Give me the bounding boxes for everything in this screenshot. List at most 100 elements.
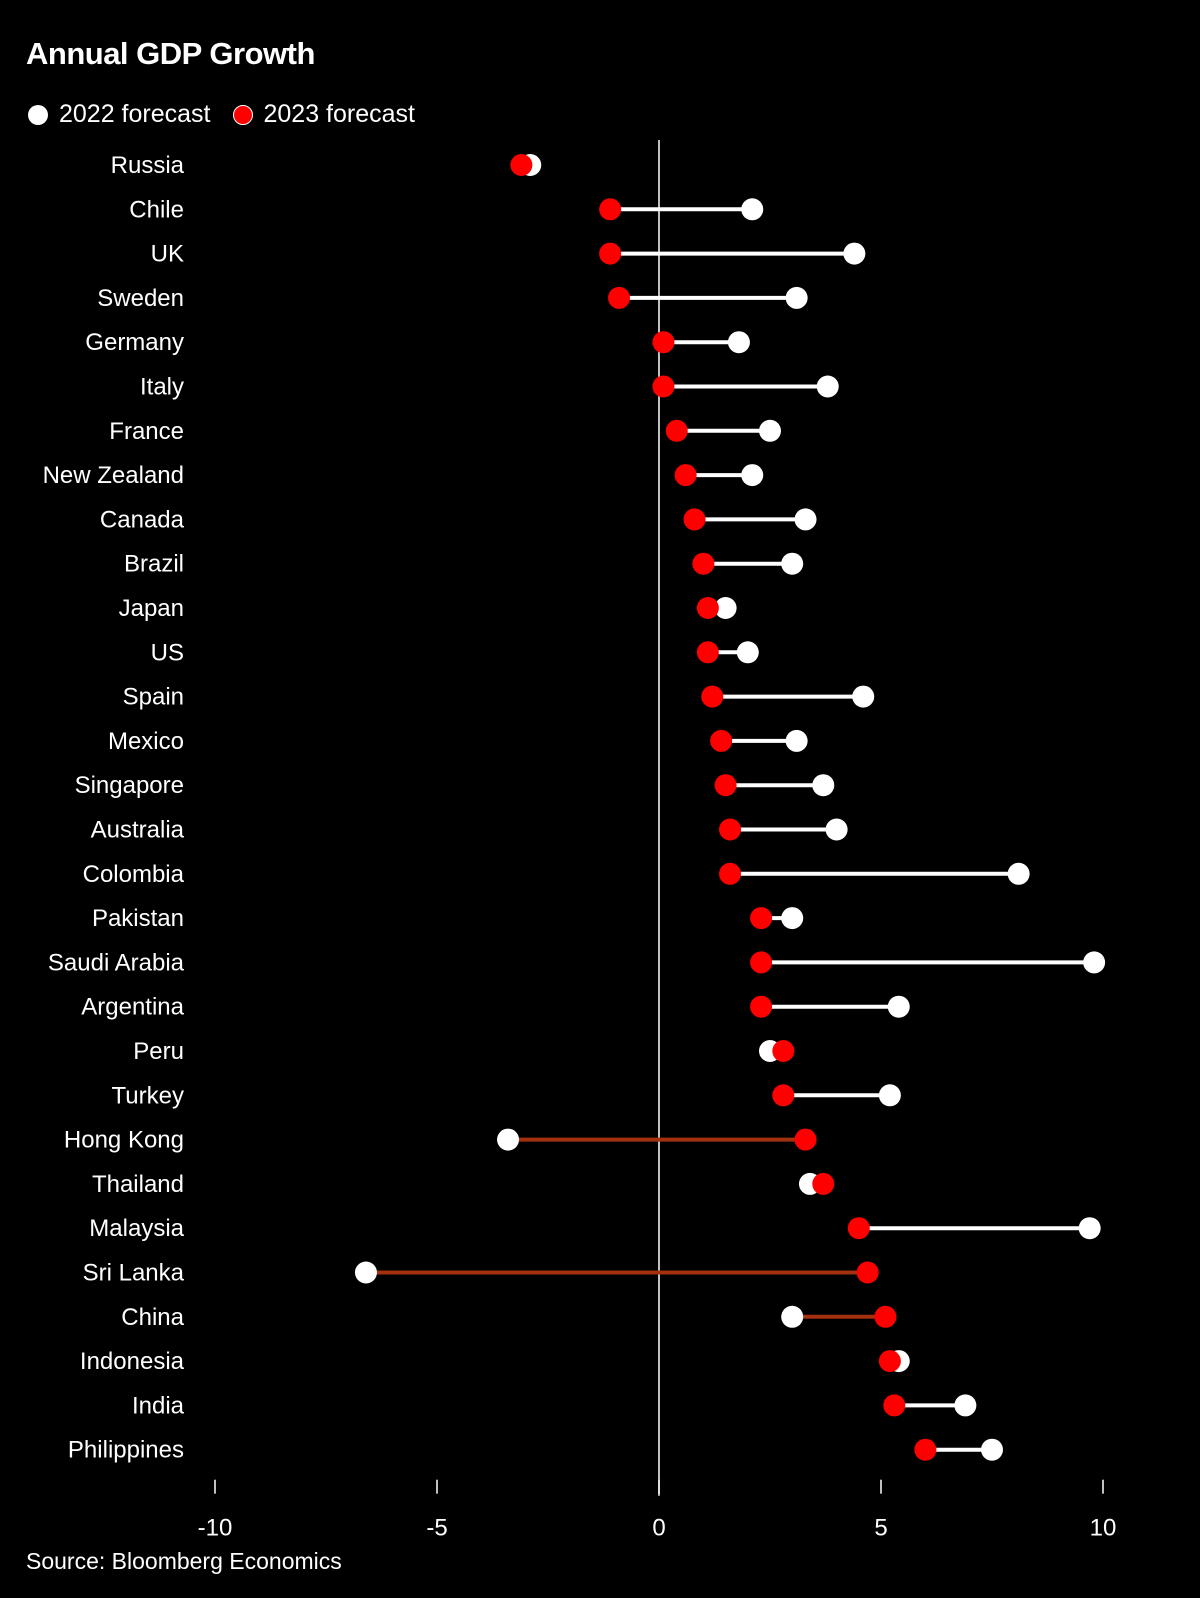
chart-row: Sweden: [97, 285, 808, 312]
chart-row: UK: [151, 241, 866, 268]
chart-row: Pakistan: [92, 905, 804, 932]
point-2023: [510, 154, 533, 176]
point-2022: [878, 1084, 901, 1107]
chart-row: Germany: [85, 329, 750, 356]
point-2022: [1083, 951, 1106, 974]
point-2022: [981, 1438, 1003, 1461]
point-2023: [719, 818, 742, 841]
point-2023: [710, 729, 733, 752]
category-label: Mexico: [108, 728, 184, 755]
point-2022: [954, 1394, 977, 1417]
chart-row: Thailand: [92, 1171, 835, 1198]
point-2022: [714, 597, 737, 619]
chart-row: China: [121, 1304, 897, 1331]
chart-row: Mexico: [108, 728, 808, 755]
point-2022: [1007, 862, 1030, 885]
chart-row: Italy: [140, 374, 839, 401]
point-2023: [719, 862, 742, 885]
chart-row: Malaysia: [89, 1215, 1101, 1242]
point-2022: [741, 198, 764, 221]
point-2022: [785, 286, 808, 309]
point-2022: [825, 818, 848, 841]
category-label: Russia: [111, 152, 185, 179]
point-2023: [599, 242, 622, 265]
point-2023: [750, 951, 773, 974]
point-2023: [772, 1084, 795, 1107]
category-label: Saudi Arabia: [48, 949, 185, 976]
legend: 2022 forecast 2023 forecast: [28, 100, 437, 129]
category-label: Argentina: [81, 994, 184, 1021]
category-label: Hong Kong: [64, 1127, 184, 1154]
chart-row: Brazil: [124, 551, 804, 578]
x-tick-label: 5: [874, 1515, 887, 1542]
chart-row: Chile: [129, 196, 764, 223]
chart-row: Philippines: [68, 1437, 1003, 1464]
chart-row: Hong Kong: [64, 1127, 817, 1154]
x-tick-label: 10: [1090, 1515, 1117, 1542]
point-2022: [781, 552, 804, 575]
category-label: Australia: [91, 817, 185, 844]
chart-row: Russia: [111, 152, 542, 179]
chart-row: Indonesia: [80, 1348, 910, 1375]
legend-item-2023: 2023 forecast: [232, 100, 416, 129]
point-2023: [696, 597, 719, 619]
point-2022: [852, 685, 875, 708]
category-label: Pakistan: [92, 905, 184, 932]
category-label: UK: [151, 241, 184, 268]
legend-label-2023: 2023 forecast: [263, 100, 416, 128]
chart-row: India: [132, 1392, 977, 1419]
point-2022: [727, 331, 750, 354]
chart-row: Saudi Arabia: [48, 949, 1106, 976]
point-2023: [772, 1040, 795, 1062]
category-label: Philippines: [68, 1437, 184, 1464]
category-label: Germany: [85, 329, 184, 356]
category-label: Spain: [123, 684, 184, 711]
point-2022: [736, 641, 759, 664]
x-tick-label: 0: [652, 1515, 665, 1542]
point-2023: [652, 375, 675, 398]
point-2023: [812, 1172, 835, 1195]
point-2023: [696, 641, 719, 664]
point-2022: [759, 419, 781, 442]
point-2023: [847, 1217, 870, 1240]
chart-row: Singapore: [75, 772, 835, 799]
category-label: Indonesia: [80, 1348, 185, 1375]
point-2023: [701, 685, 724, 708]
point-2022: [781, 907, 804, 930]
chart-row: Canada: [100, 506, 817, 533]
point-2022: [1078, 1217, 1101, 1240]
category-label: Canada: [100, 506, 185, 533]
point-2022: [812, 774, 835, 797]
point-2022: [816, 375, 839, 398]
legend-item-2022: 2022 forecast: [28, 100, 211, 129]
category-label: Sweden: [97, 285, 184, 312]
category-label: Malaysia: [89, 1215, 184, 1242]
point-2022: [794, 508, 817, 531]
category-label: Brazil: [124, 551, 184, 578]
point-2023: [683, 508, 706, 531]
legend-label-2022: 2022 forecast: [59, 100, 211, 128]
point-2023: [692, 552, 715, 575]
chart-title: Annual GDP Growth: [26, 36, 315, 71]
chart-row: Colombia: [83, 861, 1030, 888]
point-2022: [785, 729, 808, 752]
chart-row: Sri Lanka: [83, 1260, 879, 1287]
category-label: India: [132, 1392, 185, 1419]
point-2023: [874, 1305, 897, 1328]
chart-row: France: [109, 418, 781, 445]
category-label: Singapore: [75, 772, 184, 799]
point-2023: [914, 1438, 937, 1461]
category-label: Italy: [140, 374, 184, 401]
point-2023: [750, 995, 773, 1018]
point-2023: [856, 1261, 879, 1284]
point-2022: [887, 995, 910, 1018]
category-label: Sri Lanka: [83, 1260, 185, 1287]
point-2022: [741, 464, 764, 487]
white-dot-icon: [28, 104, 48, 125]
point-2023: [878, 1350, 901, 1373]
category-label: New Zealand: [43, 462, 184, 489]
category-label: US: [151, 639, 184, 666]
x-tick-label: -10: [198, 1515, 233, 1542]
category-label: China: [121, 1304, 184, 1331]
